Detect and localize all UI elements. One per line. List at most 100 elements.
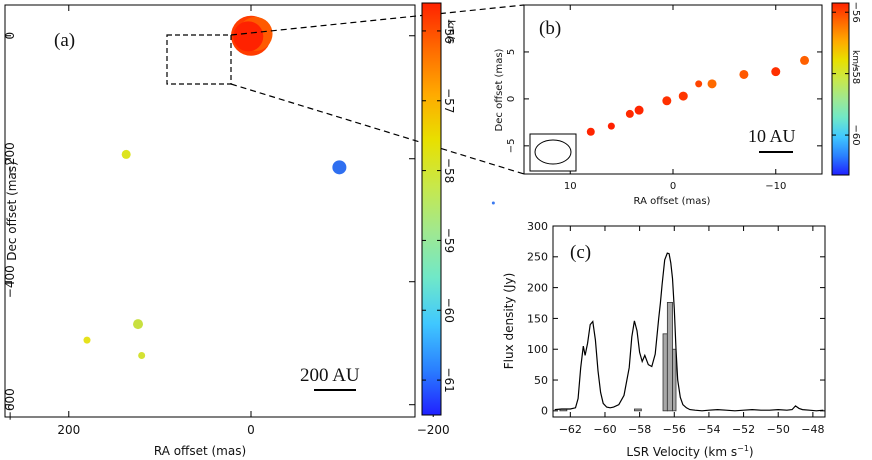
colorbar-a-ticks: −56 −57 −58 −59 −60 −61 xyxy=(422,18,456,393)
panel-c-xlabel-main: LSR Velocity (km s xyxy=(626,445,737,459)
x-tick-label: −50 xyxy=(767,423,790,436)
panel-c-ticks xyxy=(553,225,825,417)
y-tick-label: −200 xyxy=(3,142,17,175)
maser-spot-zoom xyxy=(634,105,644,115)
x-tick-label: 0 xyxy=(247,423,255,437)
y-tick-label: 250 xyxy=(527,251,548,264)
y-tick-label: 300 xyxy=(527,220,548,233)
colorbar-tick-label: −60 xyxy=(850,125,861,146)
maser-spot-zoom xyxy=(707,79,717,89)
x-tick-label: −56 xyxy=(663,423,686,436)
maser-spot xyxy=(233,21,264,52)
flux-bar xyxy=(634,408,642,412)
panel-c-frame xyxy=(552,225,826,418)
x-tick-label: −10 xyxy=(765,181,786,192)
panel-c: −62 −60 −58 −56 −54 −52 −50 −48 0 50 100 150 200 250 3… xyxy=(502,220,826,459)
x-tick-label: −200 xyxy=(417,423,450,437)
panel-a-ticks xyxy=(5,5,434,417)
x-tick-label: 0 xyxy=(670,181,676,192)
maser-spot xyxy=(121,149,131,159)
colorbar-a: −56 −57 −58 −59 −60 −61 km/s xyxy=(421,2,456,416)
y-tick-label: 200 xyxy=(527,281,548,294)
maser-spot xyxy=(138,352,146,360)
maser-spot-zoom xyxy=(739,69,749,79)
maser-spot-zoom xyxy=(800,55,810,65)
maser-spot-zoom xyxy=(586,127,595,136)
panel-c-xlabel-end: ) xyxy=(749,445,754,459)
panel-b-scale-label: 10 AU xyxy=(748,126,796,146)
y-tick-label: 100 xyxy=(527,343,548,356)
colorbar-tick-label: −58 xyxy=(442,158,456,183)
maser-spot-zoom xyxy=(678,91,688,101)
colorbar-b-bar xyxy=(831,2,850,176)
maser-spot xyxy=(491,201,495,205)
panel-a-xlabel: RA offset (mas) xyxy=(154,444,246,458)
panel-a-ylabel: Dec offset (mas) xyxy=(5,161,19,260)
panel-a-frame xyxy=(4,4,416,418)
x-tick-label: −58 xyxy=(628,423,651,436)
maser-spot xyxy=(133,319,144,330)
panel-b-tick-labels: 10 0 −10 5 0 −5 xyxy=(506,49,786,192)
x-tick-label: −62 xyxy=(559,423,582,436)
panel-c-xlabel: LSR Velocity (km s−1) xyxy=(626,444,753,459)
panel-b-ticks xyxy=(524,5,822,174)
panel-a-points xyxy=(83,15,495,360)
maser-spot-zoom xyxy=(625,109,634,118)
panel-b-ylabel: Dec offset (mas) xyxy=(494,48,505,131)
maser-spot-zoom xyxy=(607,122,615,130)
panel-a-scale-label: 200 AU xyxy=(300,365,360,386)
panel-c-ylabel: Flux density (Jy) xyxy=(502,273,516,370)
y-tick-label: 50 xyxy=(534,374,548,387)
x-tick-label: −54 xyxy=(697,423,720,436)
flux-bar xyxy=(666,301,673,412)
beam-ellipse xyxy=(534,139,572,165)
zoom-line-top xyxy=(230,4,525,36)
x-tick-label: 200 xyxy=(57,423,80,437)
colorbar-b: −56 −58 −60 km/s xyxy=(831,2,861,176)
y-tick-label: −600 xyxy=(3,388,17,421)
panel-c-bars xyxy=(559,301,677,412)
zoom-box xyxy=(166,34,232,85)
x-tick-label: −60 xyxy=(593,423,616,436)
x-tick-label: −52 xyxy=(732,423,755,436)
panel-c-tick-labels: −62 −60 −58 −56 −54 −52 −50 −48 0 50 100 150 200 250 3… xyxy=(527,220,824,436)
y-tick-label: −400 xyxy=(3,265,17,298)
colorbar-tick-label: −60 xyxy=(442,298,456,323)
colorbar-tick-label: −61 xyxy=(442,367,456,392)
colorbar-tick-label: −57 xyxy=(442,88,456,113)
colorbar-b-unit: km/s xyxy=(850,50,860,72)
colorbar-b-ticks: −56 −58 −60 xyxy=(832,2,861,146)
zoom-line-bottom xyxy=(230,83,525,175)
colorbar-a-unit: km/s xyxy=(445,20,456,44)
maser-spot-zoom xyxy=(771,67,781,77)
panel-a-label: (a) xyxy=(54,30,75,51)
y-tick-label: 5 xyxy=(506,49,517,55)
maser-spot-zoom xyxy=(662,96,672,106)
colorbar-tick-label: −59 xyxy=(442,228,456,253)
colorbar-tick-label: −58 xyxy=(850,63,861,84)
panel-b-xlabel: RA offset (mas) xyxy=(634,196,711,207)
y-tick-label: 0 xyxy=(506,96,517,102)
maser-spot xyxy=(83,336,91,344)
panel-a-tick-labels: 200 0 −200 0 −200 −400 −600 xyxy=(3,32,450,437)
panel-c-xlabel-sup: −1 xyxy=(737,444,749,453)
maser-spot xyxy=(332,160,347,175)
spectrum-line xyxy=(554,252,824,412)
panel-b-points xyxy=(586,55,810,136)
y-tick-label: 0 xyxy=(3,32,17,40)
flux-bar xyxy=(662,333,668,412)
colorbar-a-bar xyxy=(421,2,442,416)
colorbar-tick-label: −56 xyxy=(442,18,456,43)
colorbar-tick-label: −56 xyxy=(850,2,861,23)
y-tick-label: −5 xyxy=(506,138,517,153)
x-tick-label: 10 xyxy=(564,181,577,192)
y-tick-label: 150 xyxy=(527,312,548,325)
panel-b: 10 0 −10 5 0 −5 (b) 10 AU RA offset (mas) Dec… xyxy=(494,4,823,207)
panel-b-label: (b) xyxy=(539,18,561,39)
maser-spot-zoom xyxy=(695,80,703,88)
y-tick-label: 0 xyxy=(541,405,548,418)
flux-bar xyxy=(672,348,677,412)
x-tick-label: −48 xyxy=(801,423,824,436)
